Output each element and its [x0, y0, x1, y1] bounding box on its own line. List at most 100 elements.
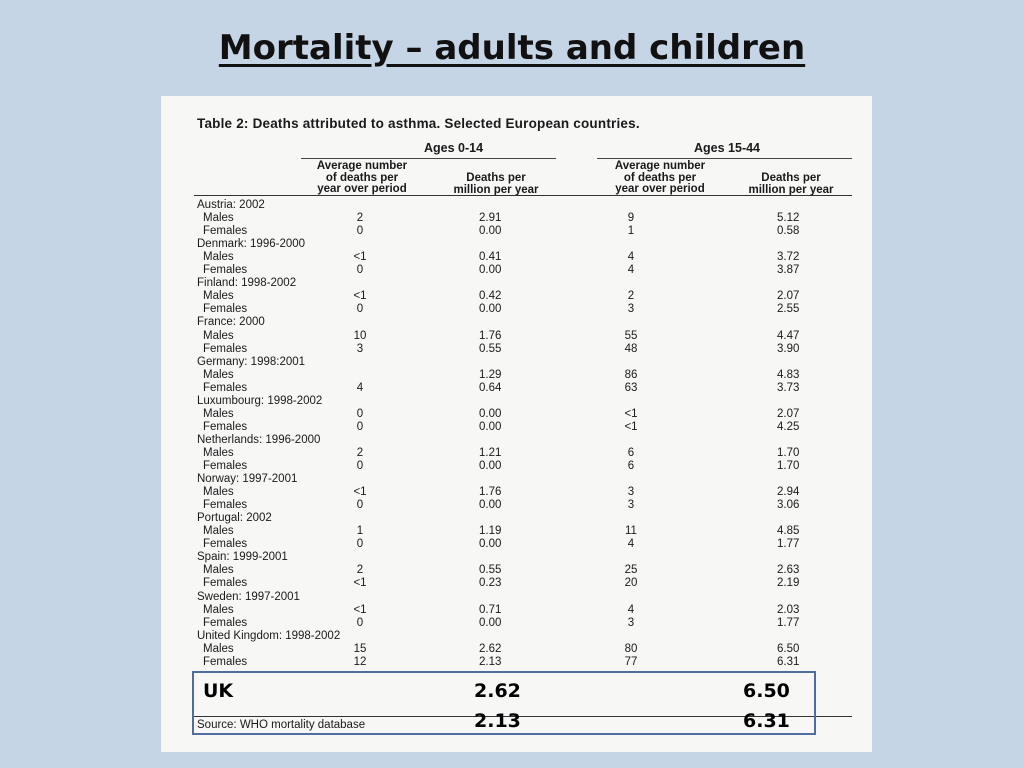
sex-label: Males	[203, 486, 234, 499]
col-header-line: Average number	[614, 160, 706, 172]
avg-deaths-15-44: 3	[627, 486, 635, 499]
table-row: Females 0 0.00 4 1.77	[161, 538, 872, 551]
table-row: Females 0 0.00 <1 4.25	[161, 421, 872, 434]
avg-deaths-15-44: 3	[627, 616, 635, 629]
table-row: Males 1 1.19 11 4.85	[161, 525, 872, 538]
table-row: Males 2 0.55 25 2.63	[161, 564, 872, 577]
rate-0-14: 0.00	[479, 538, 502, 551]
avg-deaths-0-14: 2	[356, 564, 364, 577]
country-name: France: 2000	[197, 316, 265, 329]
col-header-line: year over period	[615, 183, 705, 195]
avg-deaths-15-44: 55	[624, 329, 638, 342]
table-row: Males 15 2.62 80 6.50	[161, 643, 872, 656]
table-row: Males <1 0.42 2 2.07	[161, 290, 872, 303]
avg-deaths-15-44: 3	[627, 303, 635, 316]
avg-deaths-0-14: 12	[353, 655, 367, 668]
rate-0-14: 0.00	[479, 420, 502, 433]
country-row: Luxumbourg: 1998-2002	[161, 395, 872, 408]
slide-title-text: Mortality – adults and children	[218, 28, 806, 68]
country-row: Denmark: 1996-2000	[161, 238, 872, 251]
rate-15-44: 2.63	[777, 564, 800, 577]
country-row: Germany: 1998:2001	[161, 356, 872, 369]
rate-0-14: 2.62	[479, 642, 502, 655]
avg-deaths-0-14: 4	[356, 381, 364, 394]
rate-0-14: 0.00	[479, 616, 502, 629]
country-name: Sweden: 1997-2001	[197, 590, 300, 603]
slide-title: Mortality – adults and children	[0, 28, 1024, 68]
table-row: Females 0 0.00 1 0.58	[161, 225, 872, 238]
table-row: Males 2 2.91 9 5.12	[161, 212, 872, 225]
rate-0-14: 0.64	[479, 381, 502, 394]
rate-0-14: 0.00	[479, 264, 502, 277]
sex-label: Males	[203, 329, 234, 342]
table-row: Females 4 0.64 63 3.73	[161, 382, 872, 395]
sex-label: Females	[203, 616, 248, 629]
sex-label: Females	[203, 264, 248, 277]
country-name: Spain: 1999-2001	[197, 551, 288, 564]
country-row: Finland: 1998-2002	[161, 277, 872, 290]
avg-deaths-0-14: 0	[356, 538, 364, 551]
table-row: Females 12 2.13 77 6.31	[161, 656, 872, 669]
table-row: Females <1 0.23 20 2.19	[161, 577, 872, 590]
sex-label: Females	[203, 499, 248, 512]
avg-deaths-15-44: 77	[624, 655, 638, 668]
rate-15-44: 1.77	[777, 616, 800, 629]
uk-child-rate-females: 2.13	[474, 710, 521, 732]
avg-deaths-0-14: 15	[353, 642, 367, 655]
rate-15-44: 4.85	[777, 525, 800, 538]
rate-15-44: 1.70	[777, 446, 800, 459]
country-row: United Kingdom: 1998-2002	[161, 630, 872, 643]
country-row: Sweden: 1997-2001	[161, 591, 872, 604]
avg-deaths-0-14: <1	[353, 603, 367, 616]
avg-deaths-0-14: 3	[356, 342, 364, 355]
footer-rule	[194, 716, 852, 717]
country-row: Austria: 2002	[161, 199, 872, 212]
rate-0-14: 0.00	[479, 303, 502, 316]
rate-15-44: 2.19	[777, 577, 800, 590]
avg-deaths-15-44: 6	[627, 460, 635, 472]
country-row: Norway: 1997-2001	[161, 473, 872, 486]
col-header-line: Deaths per	[466, 172, 526, 184]
avg-deaths-15-44: 4	[627, 538, 635, 551]
avg-deaths-15-44: 3	[627, 499, 635, 512]
col-header-avg-15-44: Average number of deaths per year over p…	[595, 160, 725, 196]
rate-15-44: 2.55	[777, 303, 800, 316]
rate-15-44: 4.47	[777, 329, 800, 342]
col-header-rate-15-44: Deaths per million per year	[729, 172, 853, 196]
sex-label: Males	[203, 603, 234, 616]
avg-deaths-0-14: 0	[356, 264, 364, 277]
table-row: Males 0 0.00 <1 2.07	[161, 408, 872, 421]
avg-deaths-0-14: <1	[353, 290, 367, 303]
sex-label: Males	[203, 251, 234, 264]
rate-15-44: 4.83	[777, 368, 800, 381]
col-header-line: million per year	[748, 183, 834, 196]
sex-label: Females	[203, 538, 248, 551]
country-name: Norway: 1997-2001	[197, 473, 298, 486]
uk-adult-rate-males: 6.50	[743, 680, 790, 702]
rate-0-14: 0.55	[479, 564, 502, 577]
rate-15-44: 1.70	[777, 460, 800, 472]
header-rule	[194, 195, 852, 196]
table-source: Source: WHO mortality database	[197, 719, 366, 731]
country-row: Portugal: 2002	[161, 512, 872, 525]
avg-deaths-15-44: 20	[624, 577, 638, 590]
rate-0-14: 0.23	[479, 577, 502, 590]
avg-deaths-0-14: 0	[356, 460, 364, 472]
avg-deaths-0-14: 0	[356, 616, 364, 629]
avg-deaths-0-14: 0	[356, 499, 364, 512]
avg-deaths-0-14: 2	[356, 212, 364, 225]
sex-label: Males	[203, 368, 234, 381]
avg-deaths-0-14: 1	[356, 525, 364, 538]
country-name: Austria: 2002	[197, 199, 265, 211]
sex-label: Males	[203, 525, 234, 538]
col-header-avg-0-14: Average number of deaths per year over p…	[297, 160, 427, 196]
rate-15-44: 4.25	[777, 420, 800, 433]
table-row: Females 0 0.00 4 3.87	[161, 264, 872, 277]
rate-0-14: 0.55	[479, 342, 502, 355]
avg-deaths-15-44: 63	[624, 381, 638, 394]
uk-highlight-box	[192, 671, 816, 735]
rate-15-44: 6.31	[777, 655, 800, 668]
table-row: Females 0 0.00 3 3.06	[161, 499, 872, 512]
avg-deaths-15-44: 86	[624, 368, 638, 381]
sex-label: Females	[203, 460, 248, 472]
